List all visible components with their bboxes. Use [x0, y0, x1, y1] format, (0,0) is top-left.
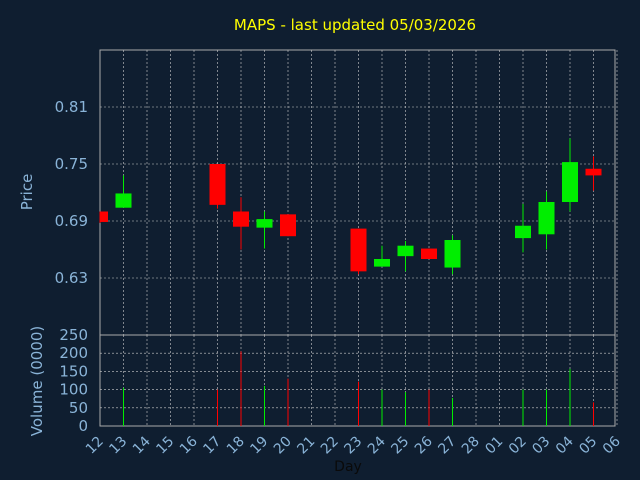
x-tick-label: 01	[482, 434, 506, 458]
x-tick-label: 14	[130, 433, 154, 457]
price-grid	[100, 50, 618, 335]
x-tick-label: 27	[435, 434, 459, 458]
x-tick-label: 22	[318, 434, 342, 458]
x-tick-label: 24	[365, 433, 389, 457]
volume-tick-label: 250	[59, 326, 88, 344]
candle-body	[209, 164, 226, 205]
volume-tick-label: 100	[59, 381, 88, 399]
x-tick-label: 18	[224, 434, 248, 458]
candle-body	[538, 202, 555, 235]
chart-title: MAPS - last updated 05/03/2026	[234, 16, 476, 34]
x-tick-label: 19	[247, 434, 271, 458]
candle-body	[397, 245, 414, 257]
candle-body	[444, 240, 461, 268]
x-tick-label: 15	[153, 434, 177, 458]
x-axis-label: Day	[334, 459, 362, 475]
volume-tick-label: 150	[59, 362, 88, 380]
candle-body	[515, 225, 531, 239]
x-tick-label: 04	[553, 433, 577, 457]
x-tick-label: 28	[459, 434, 483, 458]
volume-panel-frame	[99, 334, 616, 427]
x-tick-label: 13	[106, 434, 130, 458]
x-ticks: 12 13 14 15 16 17 18 19 20 21 22 23 24 25 26 27 28 01 02 03…	[83, 433, 624, 457]
price-tick-label: 0.63	[55, 269, 88, 287]
candle-body	[280, 214, 296, 237]
x-tick-label: 05	[576, 434, 600, 458]
volume-tick-label: 50	[69, 399, 88, 417]
candle-body	[562, 162, 578, 202]
price-panel: 0.81 0.75 0.69 0.63 Price	[18, 49, 618, 336]
x-tick-label: 26	[412, 433, 436, 457]
price-panel-frame	[99, 49, 616, 336]
candle-body	[115, 193, 132, 208]
x-tick-label: 12	[83, 434, 107, 458]
price-tick-label: 0.69	[55, 212, 88, 230]
volume-tick-label: 0	[78, 417, 88, 435]
candle-body	[585, 168, 602, 176]
x-tick-label: 25	[388, 434, 412, 458]
price-axis-label: Price	[18, 174, 36, 211]
candle-body	[374, 259, 390, 267]
volume-axis-label: Volume (0000)	[28, 326, 46, 436]
x-tick-label: 23	[341, 434, 365, 458]
x-tick-label: 06	[600, 433, 624, 457]
volume-tick-label: 200	[59, 344, 88, 362]
price-tick-label: 0.75	[55, 155, 88, 173]
price-tick-label: 0.81	[55, 98, 88, 116]
candle-body	[256, 219, 273, 228]
x-tick-label: 20	[271, 434, 295, 458]
x-tick-label: 16	[177, 433, 201, 457]
candle-body	[350, 228, 367, 272]
x-tick-label: 02	[506, 434, 530, 458]
candles	[99, 138, 602, 275]
x-tick-label: 17	[200, 434, 224, 458]
volume-bars	[123, 351, 594, 426]
x-tick-label: 21	[294, 434, 318, 458]
candle-body	[100, 211, 108, 222]
x-tick-label: 03	[529, 434, 553, 458]
candle-body	[233, 211, 249, 227]
price-y-ticks: 0.81 0.75 0.69 0.63	[55, 98, 88, 287]
candle-body	[421, 248, 437, 259]
